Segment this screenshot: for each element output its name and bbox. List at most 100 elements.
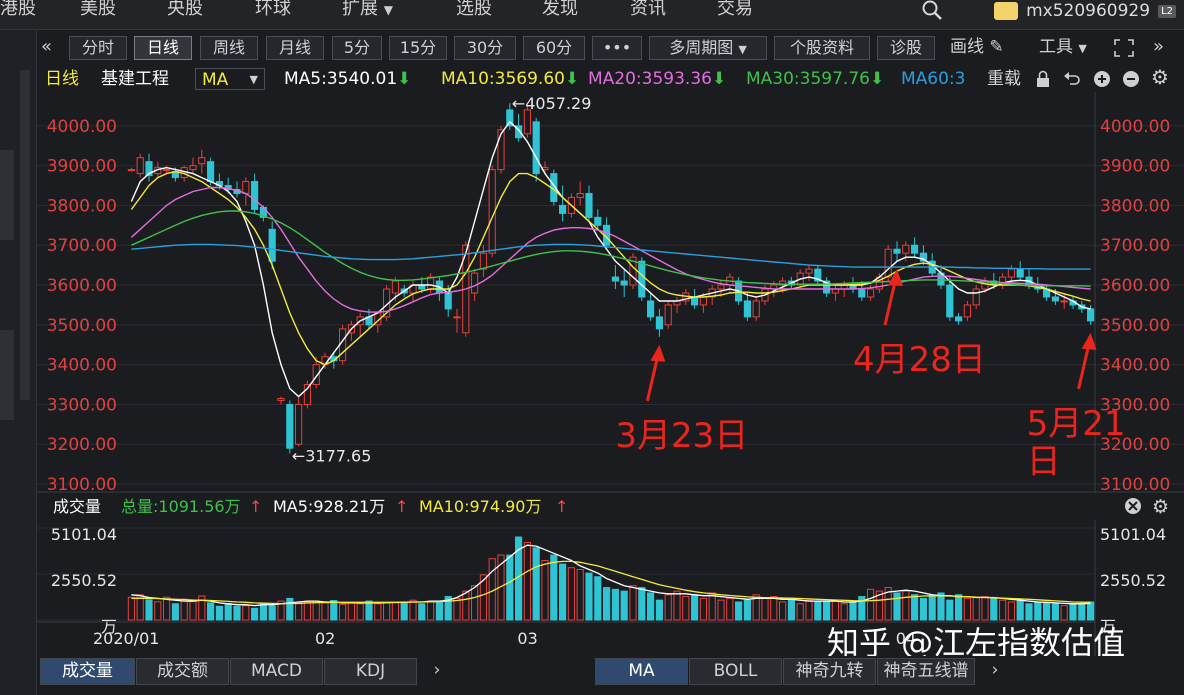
ma5-value: MA5:3540.01⬇: [284, 68, 411, 90]
nav-us-stocks[interactable]: 美股: [80, 0, 116, 19]
candle: [1051, 296, 1059, 302]
volume-bar: [532, 547, 540, 621]
price-tick-label: 3600.00: [47, 276, 117, 296]
candle: [699, 296, 707, 306]
volume-ma5-line: [131, 544, 1091, 607]
volume-bar: [594, 576, 602, 621]
stock-chart[interactable]: 4000.00 3900.00 3800.00 3700.00 3600.00 3500.…: [37, 92, 1184, 656]
volume-bar: [224, 603, 232, 621]
volume-bar: [171, 603, 179, 621]
chevron-right-icon[interactable]: ›: [433, 660, 441, 680]
candle: [286, 403, 294, 449]
period-5min-button[interactable]: 5分: [332, 36, 382, 60]
ma-selector-label: MA: [202, 70, 229, 90]
zoom-out-icon[interactable]: [1121, 69, 1141, 89]
volume-bar-series[interactable]: [127, 536, 1095, 621]
nav-news[interactable]: 资讯: [630, 0, 666, 19]
period-60min-button[interactable]: 60分: [523, 36, 585, 60]
user-menu[interactable]: mx520960929 L2: [994, 0, 1176, 22]
volume-bar: [629, 585, 637, 621]
volume-bar: [418, 603, 426, 621]
zoom-in-icon[interactable]: [1092, 69, 1112, 89]
collapse-right-icon[interactable]: »: [1153, 36, 1165, 57]
candle: [312, 364, 320, 386]
caret-down-icon: ▼: [383, 3, 393, 17]
side-tab[interactable]: [0, 330, 14, 420]
volume-bar: [207, 602, 215, 621]
nav-stock-picker[interactable]: 选股: [456, 0, 492, 19]
ma-selector[interactable]: MA ▼: [195, 68, 265, 90]
tab-macd[interactable]: MACD: [230, 658, 323, 685]
tools-dropdown[interactable]: 工具 ▼: [1039, 36, 1087, 60]
nav-discover[interactable]: 发现: [542, 0, 578, 19]
tab-volume[interactable]: 成交量: [40, 658, 135, 685]
volume-bar: [154, 601, 162, 621]
side-tab[interactable]: [0, 150, 14, 240]
diagnose-button[interactable]: 诊股: [877, 36, 935, 60]
period-daily-button[interactable]: 日线: [134, 36, 192, 60]
ma20-text: MA20:3593.36: [588, 69, 712, 89]
undo-icon[interactable]: [1062, 69, 1082, 89]
volume-bar: [435, 601, 443, 621]
volume-tick-label: 5101.04: [51, 525, 117, 544]
candle: [858, 288, 866, 298]
nav-global[interactable]: 环球: [255, 0, 291, 19]
volume-settings-icon[interactable]: ⚙: [1152, 496, 1169, 518]
volume-bar: [875, 590, 883, 621]
period-weekly-button[interactable]: 周线: [200, 36, 258, 60]
nav-hk-stocks[interactable]: 港股: [0, 0, 36, 19]
pencil-icon: ✎: [989, 37, 1004, 57]
stock-info-button[interactable]: 个股资料: [774, 36, 870, 60]
period-15min-button[interactable]: 15分: [389, 36, 447, 60]
nav-central-stocks[interactable]: 央股: [167, 0, 203, 19]
candle: [779, 280, 787, 286]
tab-turnover[interactable]: 成交额: [136, 658, 229, 685]
reload-button[interactable]: 重载: [987, 69, 1021, 89]
nav-trade[interactable]: 交易: [717, 0, 753, 19]
period-monthly-button[interactable]: 月线: [266, 36, 324, 60]
chevron-right-icon[interactable]: ›: [991, 660, 999, 680]
volume-bar: [506, 554, 514, 621]
close-icon[interactable]: [1125, 498, 1141, 514]
volume-ma5: MA5:928.21万: [273, 497, 385, 516]
lock-icon[interactable]: [1034, 69, 1052, 89]
ma5-text: MA5:3540.01: [284, 69, 398, 89]
top-navigation: 港股 美股 央股 环球 扩展 ▼ 选股 发现 资讯 交易 mx520960929…: [0, 0, 1184, 30]
more-periods-button[interactable]: •••: [592, 36, 642, 60]
candle: [823, 280, 831, 294]
multi-period-dropdown[interactable]: 多周期图 ▼: [649, 36, 767, 60]
volume-bar: [647, 592, 655, 621]
period-intraday-button[interactable]: 分时: [69, 36, 127, 60]
draw-line-button[interactable]: 画线 ✎: [950, 36, 1004, 60]
ma60-value: MA60:3: [901, 69, 966, 89]
volume-bar: [163, 596, 171, 621]
ma-line-ma20: [130, 186, 1091, 313]
volume-bar: [550, 554, 558, 621]
fullscreen-icon[interactable]: [1113, 38, 1135, 58]
period-30min-button[interactable]: 30分: [454, 36, 516, 60]
volume-bar: [1025, 603, 1033, 621]
tab-magic-nine[interactable]: 神奇九转: [783, 658, 876, 685]
settings-icon[interactable]: ⚙: [1151, 65, 1169, 89]
volume-bar: [963, 597, 971, 621]
search-icon[interactable]: [920, 0, 944, 22]
price-tick-label: 3800.00: [47, 196, 117, 216]
candle: [198, 157, 206, 165]
tab-kdj[interactable]: KDJ: [324, 658, 417, 685]
tab-magic-five[interactable]: 神奇五线谱: [877, 658, 975, 685]
volume-bar: [462, 590, 470, 621]
candle: [479, 252, 487, 270]
volume-bar: [277, 600, 285, 621]
collapse-left-icon[interactable]: «: [41, 36, 53, 57]
volume-bar: [427, 600, 435, 621]
draw-line-label: 画线: [950, 37, 984, 57]
volume-bar: [1078, 603, 1086, 621]
tab-ma[interactable]: MA: [595, 658, 688, 685]
ma10-text: MA10:3569.60: [441, 69, 565, 89]
volume-bar: [365, 600, 373, 621]
scrollbar[interactable]: [20, 70, 30, 400]
nav-extend[interactable]: 扩展 ▼: [342, 0, 393, 22]
volume-bar: [638, 587, 646, 621]
tab-boll[interactable]: BOLL: [689, 658, 782, 685]
